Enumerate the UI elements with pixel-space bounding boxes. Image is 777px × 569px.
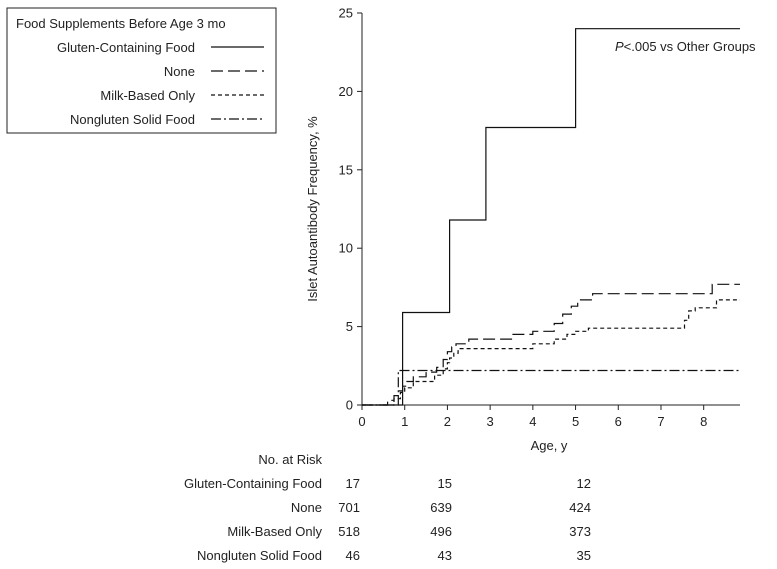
series-line-milk-based-only	[362, 299, 740, 406]
risk-table: No. at Risk Gluten-Containing Food 17 15 12…	[184, 452, 591, 563]
series-line-nongluten-solid-food	[362, 369, 740, 406]
risk-row-label: None	[291, 500, 322, 515]
y-tick-label: 0	[346, 398, 353, 413]
x-tick-label: 4	[529, 414, 536, 429]
risk-value: 639	[430, 500, 452, 515]
x-tick-label: 2	[444, 414, 451, 429]
legend-title: Food Supplements Before Age 3 mo	[16, 16, 226, 31]
series-layer	[362, 28, 740, 406]
risk-value: 46	[346, 548, 360, 563]
risk-value: 17	[346, 476, 360, 491]
y-tick-label: 25	[339, 6, 353, 21]
x-tick-label: 6	[615, 414, 622, 429]
risk-value: 43	[438, 548, 452, 563]
risk-value: 701	[338, 500, 360, 515]
legend-label-none: None	[164, 64, 195, 79]
x-tick-label: 3	[487, 414, 494, 429]
x-ticks: 0 1 2 3 4 5 6 7 8	[358, 405, 707, 429]
x-tick-label: 5	[572, 414, 579, 429]
y-ticks: 0 5 10 15 20 25	[339, 6, 362, 413]
risk-value: 35	[577, 548, 591, 563]
x-tick-label: 0	[358, 414, 365, 429]
legend-label-milk: Milk-Based Only	[100, 88, 195, 103]
series-line-gluten-containing-food	[362, 28, 740, 406]
y-tick-label: 15	[339, 162, 353, 177]
legend-label-gluten: Gluten-Containing Food	[57, 40, 195, 55]
y-tick-label: 10	[339, 241, 353, 256]
risk-table-title: No. at Risk	[258, 452, 322, 467]
risk-row-label: Gluten-Containing Food	[184, 476, 322, 491]
x-tick-label: 1	[401, 414, 408, 429]
p-value-rest: <.005 vs Other Groups	[624, 39, 756, 54]
axes	[361, 13, 740, 406]
p-value-italic: P	[615, 39, 624, 54]
x-axis-label: Age, y	[531, 438, 568, 453]
y-tick-label: 20	[339, 84, 353, 99]
legend: Food Supplements Before Age 3 mo Gluten-…	[6, 7, 277, 134]
risk-value: 518	[338, 524, 360, 539]
risk-value: 424	[569, 500, 591, 515]
series-line-none	[362, 283, 740, 406]
risk-value: 496	[430, 524, 452, 539]
risk-value: 12	[577, 476, 591, 491]
risk-value: 373	[569, 524, 591, 539]
risk-row-label: Nongluten Solid Food	[197, 548, 322, 563]
x-tick-label: 7	[657, 414, 664, 429]
x-tick-label: 8	[700, 414, 707, 429]
risk-value: 15	[438, 476, 452, 491]
legend-label-nongluten: Nongluten Solid Food	[70, 112, 195, 127]
p-value-annotation: P<.005 vs Other Groups	[615, 39, 756, 54]
y-axis-label: Islet Autoantibody Frequency, %	[305, 116, 320, 302]
y-tick-label: 5	[346, 319, 353, 334]
risk-row-label: Milk-Based Only	[227, 524, 322, 539]
